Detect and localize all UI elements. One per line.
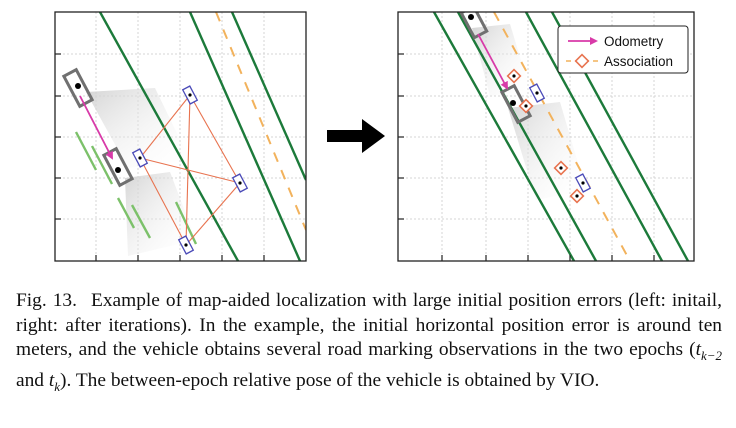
right-fov-shade-2 bbox=[508, 102, 586, 200]
caption-figure-label: Fig. 13. bbox=[16, 290, 77, 311]
legend-association-label: Association bbox=[604, 54, 673, 69]
left-road-boundaries bbox=[98, 12, 306, 261]
left-axis-ticks bbox=[55, 53, 265, 261]
caption-t-symbol-2: t bbox=[48, 369, 55, 391]
left-odometry-arrow bbox=[79, 95, 113, 160]
left-lane-dash bbox=[215, 12, 306, 231]
left-fov-shade-1 bbox=[86, 88, 190, 168]
caption-text-part1: Example of map-aided localization with l… bbox=[16, 290, 722, 361]
caption-text-part2: ). The between-epoch relative pose of th… bbox=[60, 369, 600, 391]
left-fov-shade-2 bbox=[125, 172, 196, 256]
left-vehicle-box-1 bbox=[61, 67, 95, 109]
right-arrow-icon bbox=[327, 119, 385, 153]
figure-map-aided-localization: Odometry Association bbox=[54, 11, 695, 262]
right-vehicle-box-2 bbox=[499, 83, 533, 125]
right-lane-dash bbox=[493, 12, 631, 261]
caption-subscript-2: k bbox=[54, 378, 61, 394]
right-vehicle-box-1 bbox=[459, 12, 489, 40]
right-axis-ticks bbox=[398, 53, 655, 261]
caption-and: and bbox=[16, 369, 49, 391]
right-panel-after-iterations: Odometry Association bbox=[397, 11, 695, 262]
right-association-markers bbox=[506, 68, 585, 204]
left-panel-initial bbox=[54, 11, 307, 262]
association-legend-icon bbox=[574, 53, 590, 69]
legend: Odometry Association bbox=[557, 25, 689, 74]
right-observation-dots bbox=[512, 74, 585, 198]
right-odometry-arrow bbox=[477, 33, 508, 90]
caption-subscript-1: k−2 bbox=[700, 348, 722, 364]
left-observation-dots bbox=[138, 93, 242, 247]
legend-odometry-label: Odometry bbox=[604, 34, 664, 49]
caption-t-symbol-1: t bbox=[695, 339, 701, 361]
left-association-lines bbox=[139, 94, 241, 246]
figure-caption: Fig. 13. Example of map-aided localizatio… bbox=[16, 289, 722, 399]
